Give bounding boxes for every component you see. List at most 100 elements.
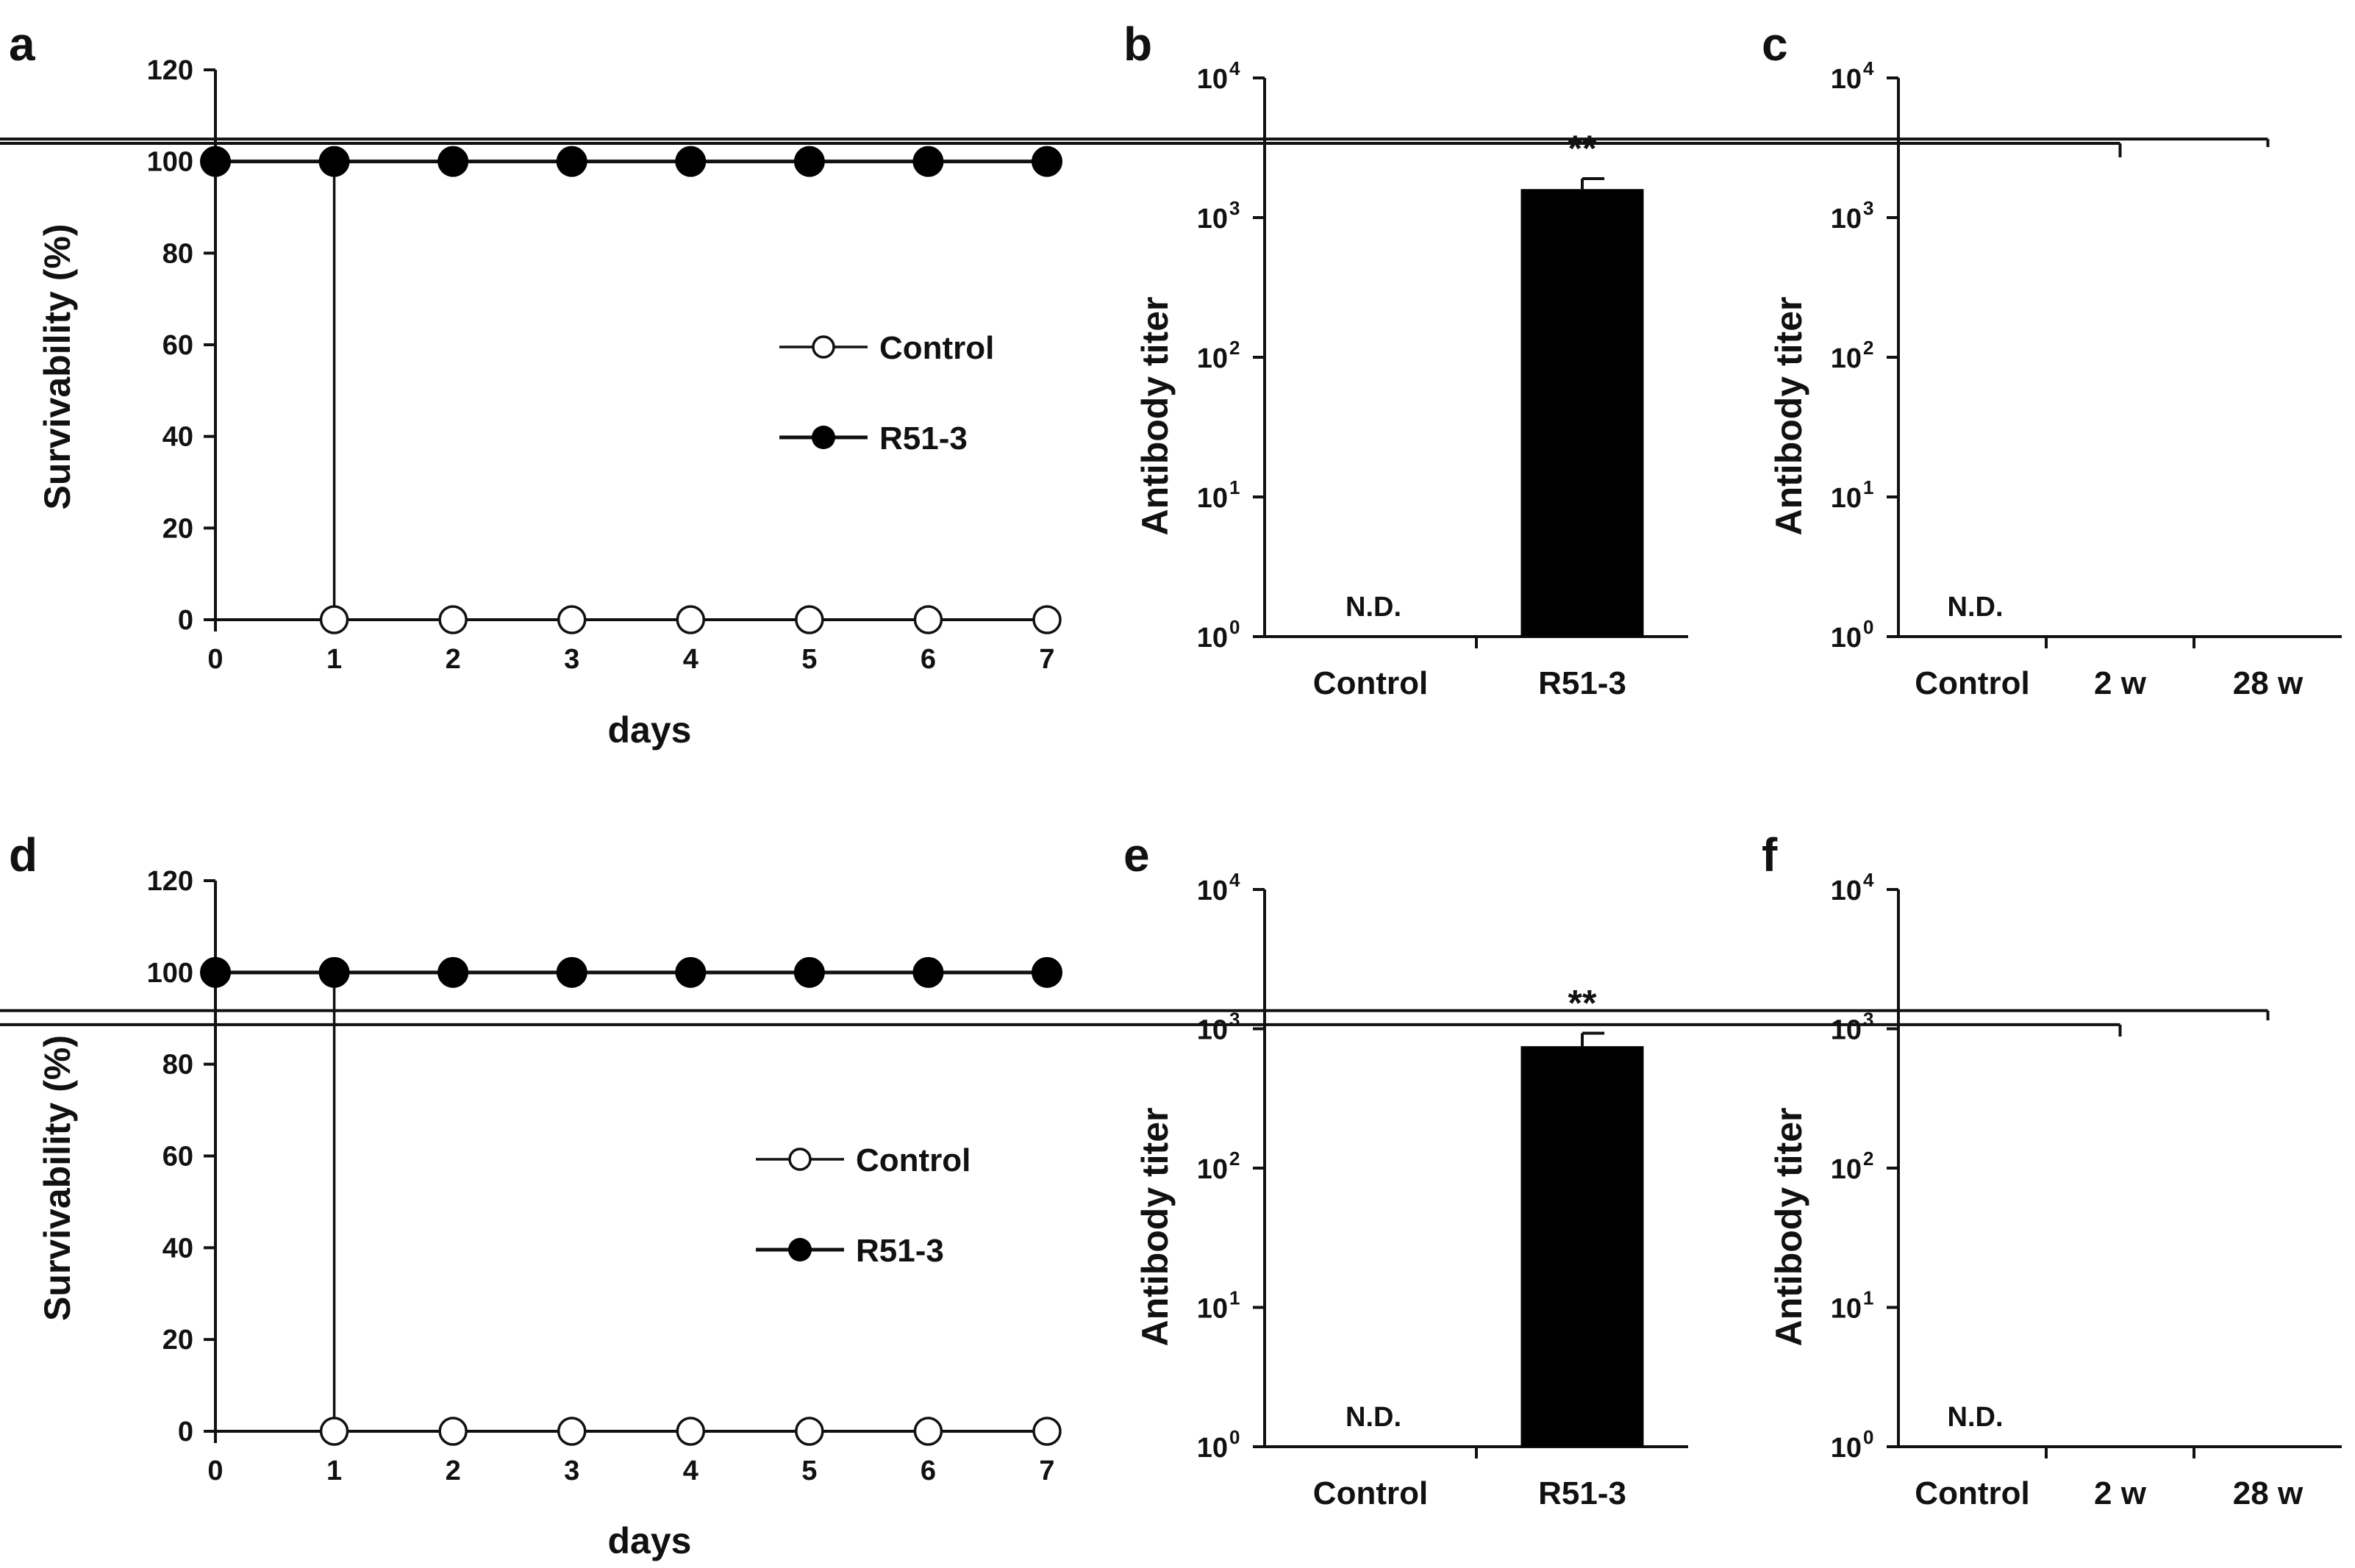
y-tick-label: 0 xyxy=(178,605,193,636)
y-tick-label: 10 xyxy=(1197,343,1228,374)
y-tick-exponent: 4 xyxy=(1863,57,1874,79)
data-point-control xyxy=(1032,605,1062,634)
x-tick-label: 0 xyxy=(207,644,223,675)
y-tick-exponent: 0 xyxy=(1863,616,1873,638)
x-tick-label: 7 xyxy=(1039,1456,1054,1486)
y-tick-label: 10 xyxy=(1197,483,1228,514)
data-point-control xyxy=(795,1417,824,1446)
data-point-r51-3 xyxy=(793,956,825,988)
nd-annotation: N.D. xyxy=(1346,592,1401,623)
legend-marker-control xyxy=(812,335,835,359)
bar-r51-3 xyxy=(1520,1046,1644,1447)
y-tick-exponent: 1 xyxy=(1863,476,1873,498)
y-axis-title: Survivability (%) xyxy=(37,1035,78,1321)
panel-a: a 0 20 40 60 80 100 120 0 1 2 3 4 5 6 7 Survivability (%… xyxy=(9,18,1062,751)
y-tick-label: 100 xyxy=(147,958,193,989)
y-tick-exponent: 4 xyxy=(1229,869,1240,891)
y-axis-title: Antibody titer xyxy=(1768,1108,1809,1347)
y-tick-label: 20 xyxy=(162,513,193,544)
panel-label: c xyxy=(1762,18,1788,71)
nd-annotation: N.D. xyxy=(1948,1402,2004,1433)
legend-marker-r51-3 xyxy=(812,426,835,449)
x-tick-label: 1 xyxy=(326,644,342,675)
data-point-r51-3 xyxy=(793,146,825,177)
data-point-control xyxy=(676,605,706,634)
data-point-control xyxy=(319,605,349,634)
data-point-r51-3 xyxy=(200,956,231,988)
data-point-r51-3 xyxy=(318,146,350,177)
panel-d: d 0 20 40 60 80 100 120 0 1 2 3 4 5 6 7 Survivability (%… xyxy=(9,828,1062,1561)
x-tick-label: 0 xyxy=(207,1456,223,1486)
x-tick-label: 3 xyxy=(564,1456,579,1486)
x-tick-label: R51-3 xyxy=(1538,665,1626,701)
significance-marker: ** xyxy=(1568,982,1597,1023)
y-tick-exponent: 0 xyxy=(1229,616,1240,638)
panel-label: b xyxy=(1123,18,1152,71)
legend-label: R51-3 xyxy=(879,420,968,457)
x-tick-label: 6 xyxy=(921,644,936,675)
y-tick-exponent: 1 xyxy=(1229,1287,1240,1309)
x-tick-label: 6 xyxy=(921,1456,936,1486)
y-tick-label: 10 xyxy=(1197,1294,1228,1325)
x-tick-label: 2 w xyxy=(2094,1475,2147,1511)
y-tick-exponent: 4 xyxy=(1863,869,1874,891)
y-tick-label: 40 xyxy=(162,422,193,453)
y-tick-label: 120 xyxy=(147,866,193,897)
y-tick-label: 60 xyxy=(162,1142,193,1173)
y-axis-title: Antibody titer xyxy=(1768,297,1809,536)
y-tick-label: 10 xyxy=(1831,1154,1862,1185)
data-point-r51-3 xyxy=(912,956,944,988)
y-tick-label: 10 xyxy=(1831,1015,1862,1046)
x-tick-label: 5 xyxy=(801,1456,817,1486)
y-tick-label: 10 xyxy=(1197,623,1228,654)
x-tick-label: 1 xyxy=(326,1456,342,1486)
y-tick-label: 60 xyxy=(162,330,193,361)
data-point-control xyxy=(557,605,587,634)
y-tick-exponent: 2 xyxy=(1863,337,1873,359)
y-tick-label: 40 xyxy=(162,1233,193,1264)
data-point-r51-3 xyxy=(1032,956,1062,988)
series-line-control xyxy=(215,160,1047,621)
y-tick-label: 10 xyxy=(1197,876,1228,906)
y-tick-label: 120 xyxy=(147,55,193,86)
y-tick-label: 80 xyxy=(162,1050,193,1081)
data-point-r51-3 xyxy=(437,146,469,177)
y-tick-label: 10 xyxy=(1197,1433,1228,1464)
data-point-r51-3 xyxy=(556,956,587,988)
legend-label: R51-3 xyxy=(856,1233,944,1269)
y-tick-exponent: 0 xyxy=(1863,1426,1873,1448)
x-tick-label: 3 xyxy=(564,644,579,675)
y-axis-title: Antibody titer xyxy=(1134,297,1176,536)
x-axis-title: days xyxy=(608,709,692,751)
y-tick-label: 10 xyxy=(1831,1433,1862,1464)
x-tick-label: Control xyxy=(1915,665,2029,701)
y-tick-label: 0 xyxy=(178,1417,193,1447)
legend-marker-control xyxy=(788,1148,812,1171)
y-tick-label: 10 xyxy=(1831,876,1862,906)
legend-label: Control xyxy=(879,330,994,366)
x-tick-label: R51-3 xyxy=(1538,1475,1626,1511)
data-point-control xyxy=(913,1417,943,1446)
y-tick-exponent: 3 xyxy=(1229,197,1240,219)
y-tick-exponent: 1 xyxy=(1229,476,1240,498)
significance-marker: ** xyxy=(1568,128,1597,169)
legend-label: Control xyxy=(856,1142,971,1178)
series-line-control xyxy=(215,971,1047,1433)
x-tick-label: 28 w xyxy=(2233,1475,2304,1511)
y-tick-exponent: 2 xyxy=(1229,1148,1240,1170)
data-point-r51-3 xyxy=(556,146,587,177)
panel-label: a xyxy=(9,18,35,71)
y-tick-exponent: 3 xyxy=(1863,197,1873,219)
y-tick-exponent: 1 xyxy=(1863,1287,1873,1309)
y-tick-label: 10 xyxy=(1831,64,1862,95)
data-point-control xyxy=(557,1417,587,1446)
y-tick-exponent: 4 xyxy=(1229,57,1240,79)
x-tick-label: 28 w xyxy=(2233,665,2304,701)
y-tick-label: 100 xyxy=(147,147,193,178)
x-tick-label: 7 xyxy=(1039,644,1054,675)
